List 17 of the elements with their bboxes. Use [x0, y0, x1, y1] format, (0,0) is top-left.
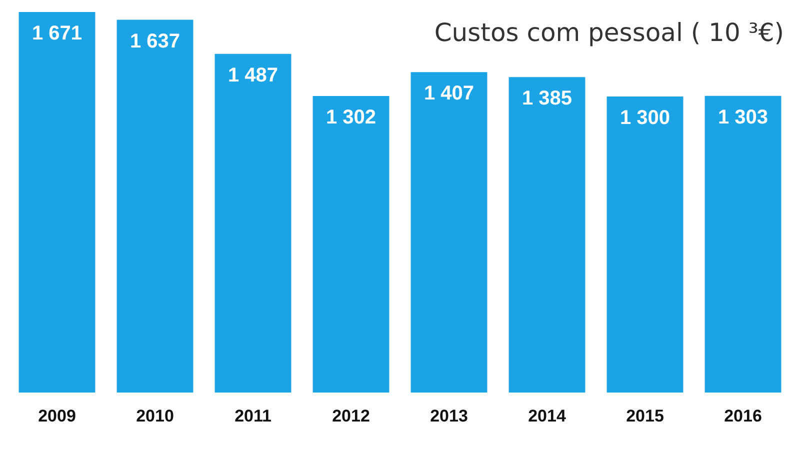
x-tick-label: 2015: [626, 406, 664, 426]
data-label: 1 671: [32, 22, 82, 45]
data-label: 1 300: [620, 107, 670, 130]
data-label: 1 303: [718, 106, 768, 128]
x-tick-label: 2009: [38, 406, 76, 426]
data-label: 1 385: [522, 88, 572, 110]
x-tick-label: 2013: [430, 406, 468, 426]
data-label: 1 487: [228, 64, 278, 86]
data-label: 1 302: [326, 106, 376, 129]
x-tick-label: 2014: [528, 406, 566, 426]
data-label: 1 407: [424, 82, 474, 105]
x-tick-label: 2012: [332, 406, 370, 426]
data-label: 1 637: [130, 30, 180, 52]
x-tick-label: 2010: [136, 406, 174, 426]
chart-title: Custos com pessoal ( 10 ³€): [428, 18, 790, 47]
x-tick-label: 2011: [234, 406, 272, 426]
x-tick-label: 2016: [724, 406, 762, 426]
